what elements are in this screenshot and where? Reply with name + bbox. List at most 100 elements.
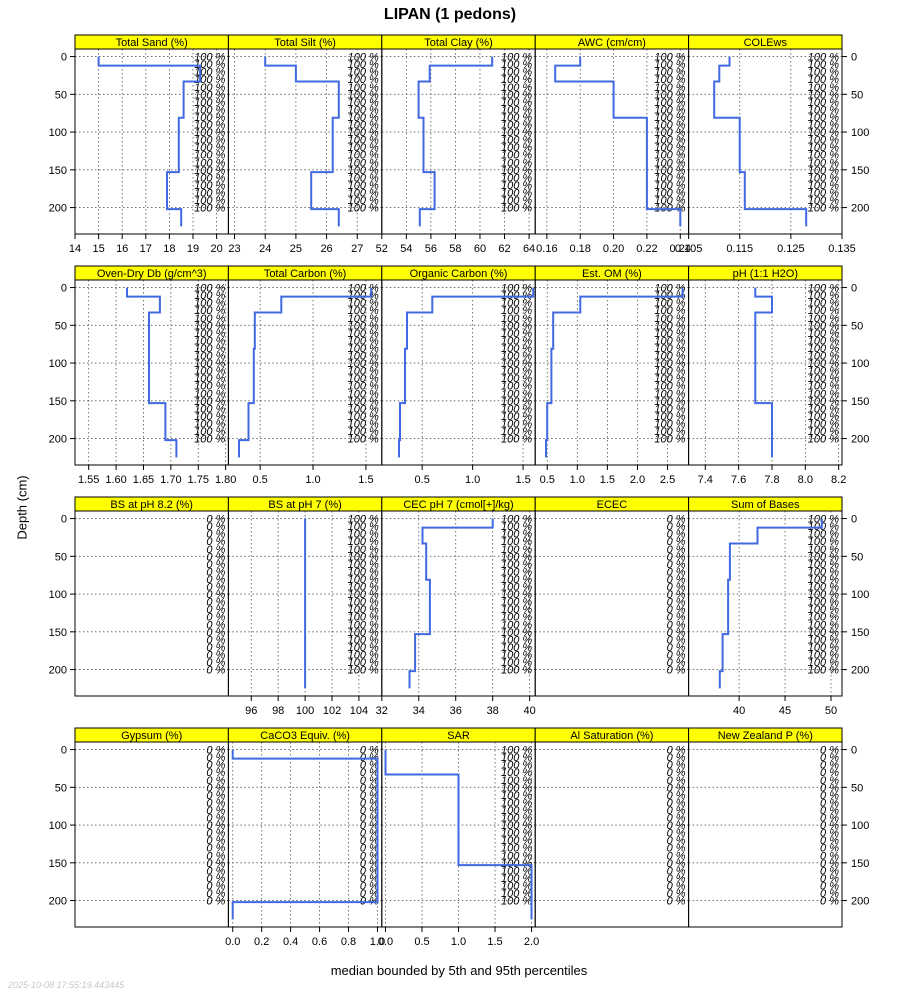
panel-strip-label: Sum of Bases [731,499,800,511]
percent-label: 100 % [194,67,225,79]
percent-label: 0 % [667,820,686,832]
percent-label: 100 % [194,426,225,438]
percent-label: 0 % [360,858,379,870]
y-tick-label-right: 150 [851,858,869,870]
percent-label: 100 % [348,381,379,393]
percent-label: 0 % [206,850,225,862]
y-tick-label-right: 100 [851,358,869,370]
percent-label: 0 % [206,843,225,855]
percent-label: 100 % [654,313,685,325]
percent-label: 100 % [501,627,532,639]
percent-label: 100 % [501,767,532,779]
percent-label: 100 % [808,521,839,533]
x-tick-label: 16 [116,243,128,255]
percent-label: 100 % [194,180,225,192]
percent-label: 100 % [654,283,685,295]
x-tick-label: 15 [92,243,104,255]
percent-label: 0 % [206,828,225,840]
percent-label: 0 % [667,797,686,809]
percent-label: 100 % [808,104,839,116]
x-tick-label: 60 [474,243,486,255]
percent-label: 100 % [348,104,379,116]
percent-label: 100 % [194,320,225,332]
percent-label: 100 % [348,403,379,415]
profile-line [554,56,682,227]
percent-label: 100 % [501,120,532,132]
percent-label: 100 % [501,396,532,408]
profile-line [97,56,202,227]
profile-line [417,56,494,227]
panel-frame [688,510,843,697]
x-tick-label: 7.4 [698,474,713,486]
x-tick-label: 38 [487,705,499,717]
x-tick-label: 0.16 [536,243,557,255]
x-tick-label: 34 [413,705,425,717]
percent-label: 100 % [501,536,532,548]
panel-frame [534,741,690,928]
percent-label: 0 % [667,873,686,885]
percent-label: 100 % [348,612,379,624]
percent-label: 0 % [667,514,686,526]
percent-label: 0 % [820,835,839,847]
profile-line [398,287,535,458]
panel-frame [227,741,383,928]
percent-label: 100 % [808,203,839,215]
percent-label: 0 % [206,888,225,900]
chart-title: LIPAN (1 pedons) [383,6,517,23]
x-tick-label: 0.0 [225,936,240,948]
percent-label: 0 % [206,657,225,669]
percent-label: 100 % [501,566,532,578]
percent-label: 100 % [501,551,532,563]
percent-label: 100 % [501,67,532,79]
x-tick-label: 18 [163,243,175,255]
percent-label: 100 % [808,172,839,184]
percent-label: 0 % [667,835,686,847]
percent-label: 0 % [206,551,225,563]
percent-label: 100 % [348,634,379,646]
percent-label: 100 % [501,343,532,355]
percent-label: 0 % [206,820,225,832]
percent-label: 0 % [206,767,225,779]
percent-label: 100 % [808,426,839,438]
percent-label: 0 % [667,589,686,601]
percent-label: 100 % [501,82,532,94]
percent-label: 0 % [206,634,225,646]
percent-label: 0 % [360,775,379,787]
percent-label: 100 % [501,180,532,192]
percent-label: 100 % [194,127,225,139]
x-tick-label: 0.22 [636,243,657,255]
percent-label: 100 % [348,589,379,601]
x-tick-label: 0.5 [414,936,429,948]
percent-label: 100 % [348,97,379,109]
y-tick-label-right: 200 [851,896,869,908]
percent-label: 100 % [194,283,225,295]
percent-label: 0 % [820,888,839,900]
y-tick-label: 50 [55,551,67,563]
percent-label: 100 % [808,566,839,578]
percent-label: 100 % [654,366,685,378]
percent-label: 100 % [808,112,839,124]
y-tick-label-right: 200 [851,665,869,677]
percent-label: 0 % [667,521,686,533]
percent-label: 100 % [501,760,532,772]
panel-strip-label: Organic Carbon (%) [410,268,508,280]
percent-label: 0 % [360,797,379,809]
percent-label: 100 % [348,305,379,317]
y-tick-label: 50 [55,320,67,332]
percent-label: 0 % [820,873,839,885]
percent-label: 100 % [808,597,839,609]
percent-label: 100 % [808,157,839,169]
x-axis-label: median bounded by 5th and 95th percentil… [330,963,588,978]
percent-label: 100 % [194,150,225,162]
x-tick-label: 1.75 [188,474,209,486]
percent-label: 100 % [501,403,532,415]
percent-label: 100 % [654,434,685,446]
x-tick-label: 24 [259,243,271,255]
profile-line [754,287,773,458]
x-tick-label: 58 [449,243,461,255]
percent-label: 100 % [194,97,225,109]
percent-label: 0 % [206,805,225,817]
percent-label: 100 % [808,89,839,101]
percent-label: 0 % [820,752,839,764]
percent-label: 100 % [808,411,839,423]
